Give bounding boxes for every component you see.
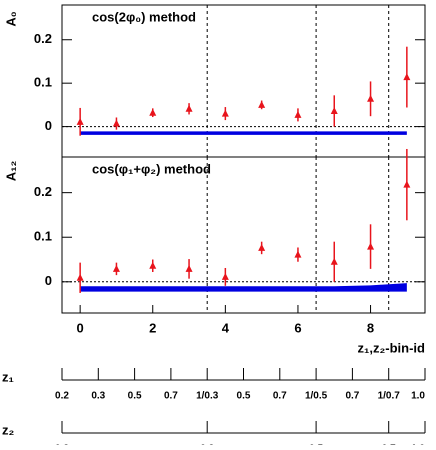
bin-tick-label: 0.7	[164, 391, 178, 402]
y-tick-label: 0.2	[34, 31, 52, 46]
x-tick-label: 8	[367, 320, 374, 335]
data-point	[330, 257, 338, 265]
y-tick-label: 0.1	[34, 75, 52, 90]
bin-axis-label: z₁	[2, 369, 14, 384]
data-point	[76, 117, 84, 125]
bin-tick-label: 0.2	[55, 391, 69, 402]
data-point	[112, 119, 120, 127]
data-point	[76, 273, 84, 281]
bin-tick-label: 0.5	[237, 391, 251, 402]
y-tick-label: 0.1	[34, 229, 52, 244]
data-point	[112, 264, 120, 272]
x-tick-label: 4	[222, 320, 230, 335]
data-point	[149, 261, 157, 269]
bin-tick-label: 1.0	[411, 391, 425, 402]
systematic-band	[80, 283, 407, 292]
x-tick-label: 2	[149, 320, 156, 335]
bin-tick-label: 1/0.7	[378, 391, 401, 402]
data-point	[185, 104, 193, 112]
y-tick-label: 0.2	[34, 184, 52, 199]
y-tick-label: 0	[45, 118, 52, 133]
data-point	[403, 180, 411, 188]
data-point	[330, 106, 338, 114]
y-tick-label: 0	[45, 273, 52, 288]
data-point	[258, 243, 266, 251]
annotation: cos(φ₁+φ₂) method	[92, 161, 211, 176]
y-axis-label: A₁₂	[3, 161, 18, 182]
bin-axis-label: z₂	[2, 422, 15, 437]
y-axis-label: A₀	[3, 11, 18, 26]
x-tick-label: 6	[294, 320, 301, 335]
data-point	[149, 108, 157, 116]
data-point	[185, 264, 193, 272]
bin-tick-label: 0.5	[128, 391, 142, 402]
annotation: cos(2φ₀) method	[92, 9, 196, 24]
bin-tick-label: 0.7	[345, 391, 359, 402]
bin-tick-label: 0.3	[91, 391, 105, 402]
data-point	[221, 272, 229, 280]
bin-tick-label: 1/0.3	[196, 391, 219, 402]
x-axis-label: z₁,z₂-bin-id	[358, 340, 426, 355]
bin-tick-label: 1/0.5	[305, 391, 328, 402]
data-point	[294, 250, 302, 258]
data-point	[221, 109, 229, 117]
data-point	[258, 100, 266, 108]
x-tick-label: 0	[77, 320, 84, 335]
systematic-band	[80, 131, 407, 135]
bin-tick-label: 0.7	[273, 391, 287, 402]
panel-frame	[61, 156, 426, 314]
data-point	[367, 94, 375, 102]
data-point	[403, 73, 411, 81]
data-point	[294, 110, 302, 118]
data-point	[367, 242, 375, 250]
